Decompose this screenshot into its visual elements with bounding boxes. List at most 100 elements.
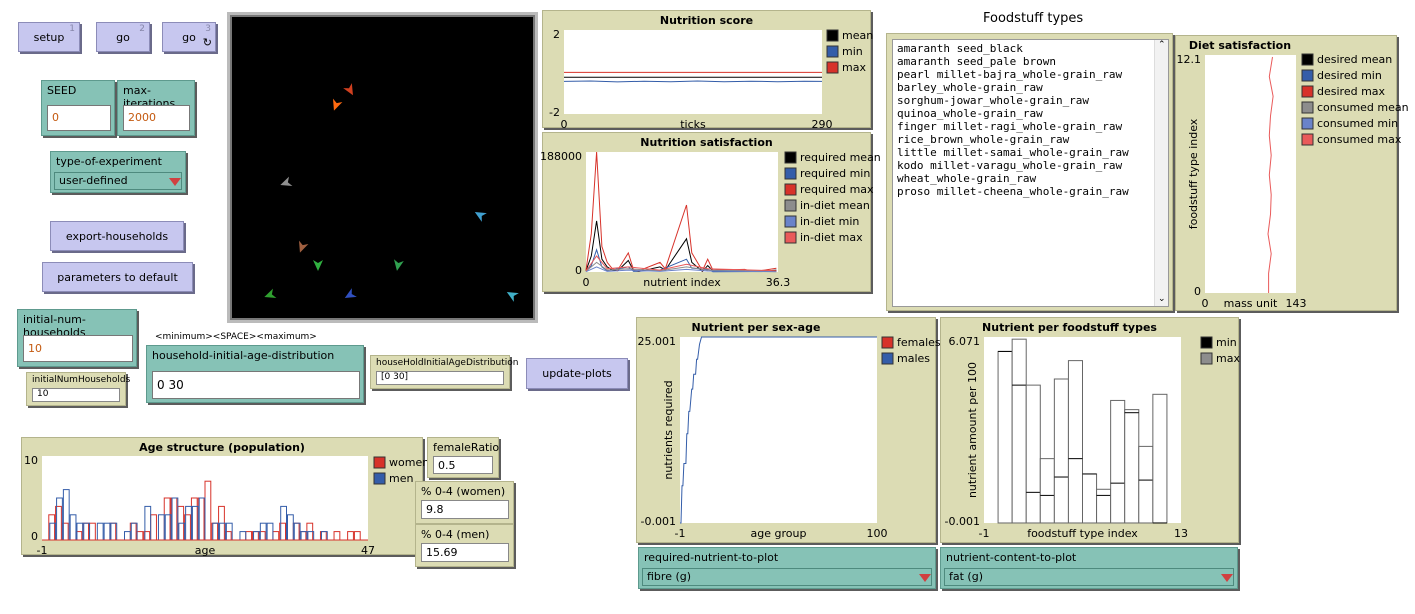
legend-swatch <box>1301 101 1314 114</box>
legend-label: women <box>389 456 429 469</box>
legend-label: males <box>897 352 930 365</box>
men-0-4-monitor: % 0-4 (men) 15.69 <box>415 524 514 567</box>
export-households-button[interactable]: export-households <box>50 221 184 251</box>
bar-max <box>1124 409 1140 524</box>
x-axis-label: age <box>195 544 216 557</box>
legend-label: min <box>842 45 863 58</box>
world-view[interactable] <box>227 12 538 323</box>
turtle-agent <box>506 292 519 302</box>
nutrition-satisfaction-title: Nutrition satisfaction <box>640 136 773 149</box>
legend-label: min <box>1216 336 1237 349</box>
x-tick-right: 100 <box>867 527 888 540</box>
men-0-4-value: 15.69 <box>421 543 509 562</box>
nutrient-per-sex-age-plot: Nutrient per sex-age 25.001 -0.001 -1 100 ag… <box>636 317 941 543</box>
nutrient-content-to-plot-chooser[interactable]: nutrient-content-to-plot fat (g) <box>940 547 1238 589</box>
series-line <box>585 255 777 272</box>
legend-label: required min <box>800 167 870 180</box>
required-nutrient-label: required-nutrient-to-plot <box>644 551 779 564</box>
nutrient-content-value[interactable]: fat (g) <box>944 568 1234 586</box>
scroll-up-icon[interactable]: ⌃ <box>1158 40 1166 50</box>
age-distribution-monitor-value: [0 30] <box>376 371 504 385</box>
go-once-label: go <box>116 30 130 44</box>
y-tick-bottom: 0 <box>1194 285 1201 298</box>
y-tick-bottom: -2 <box>549 106 560 119</box>
type-of-experiment-value[interactable]: user-defined <box>54 172 182 190</box>
type-of-experiment-text: user-defined <box>59 174 128 187</box>
household-initial-age-distribution-field[interactable]: 0 30 <box>152 371 360 399</box>
age-distribution-hint: <minimum><SPACE><maximum> <box>155 332 317 342</box>
plot-area <box>1205 55 1296 293</box>
seed-field[interactable]: 0 <box>47 105 111 131</box>
world-agents <box>264 83 519 302</box>
turtle-agent <box>333 98 343 111</box>
x-tick-right: 47 <box>361 544 375 557</box>
nutrition-score-chart: 2 -20 290 ticks mean min max <box>549 28 873 131</box>
export-households-label: export-households <box>65 229 169 243</box>
x-tick-right: 13 <box>1174 527 1188 540</box>
required-nutrient-value[interactable]: fibre (g) <box>642 568 932 586</box>
dropdown-arrow-icon <box>1221 574 1233 582</box>
nutrition-satisfaction-plot: Nutrition satisfaction 188000 0 0 36.3 nutri… <box>540 132 881 292</box>
diet-satisfaction-chart: 12.1 00 143 mass unit foodstuff type index de… <box>1177 53 1409 310</box>
update-plots-button[interactable]: update-plots <box>526 358 628 389</box>
x-axis-label: nutrient index <box>643 276 721 289</box>
x-tick-right: 290 <box>812 118 833 131</box>
legend-label: desired max <box>1317 85 1386 98</box>
bar-max <box>1096 488 1112 524</box>
foodstuff-scrollbar[interactable]: ⌃ ⌄ <box>1154 40 1168 306</box>
series-line <box>1267 56 1274 293</box>
foodstuff-item: wheat_whole-grain_raw <box>897 172 1037 185</box>
series-line <box>563 80 823 83</box>
y-axis-label: nutrients required <box>662 380 675 479</box>
legend-swatch <box>881 352 894 365</box>
legend-label: max <box>1216 352 1240 365</box>
legend-label: consumed mean <box>1317 101 1409 114</box>
seed-input[interactable]: SEED 0 <box>41 80 115 136</box>
bar-max <box>1067 360 1084 524</box>
initial-num-households-input[interactable]: initial-num-households 10 <box>17 309 137 367</box>
go-once-button[interactable]: go 2 <box>96 22 150 52</box>
foodstuff-item: sorghum-jowar_whole-grain_raw <box>897 94 1090 107</box>
y-tick-top: 12.1 <box>1177 53 1202 66</box>
foodstuff-list: amaranth seed_black amaranth seed_pale br… <box>897 42 1129 198</box>
nutrient-per-foodstuff-title: Nutrient per foodstuff types <box>982 321 1157 334</box>
y-tick-bottom: -0.001 <box>641 515 676 528</box>
go-once-hotkey: 2 <box>139 24 145 34</box>
forever-arrows-icon: ↻ <box>202 36 212 49</box>
scroll-down-icon[interactable]: ⌄ <box>1158 294 1166 304</box>
parameters-to-default-button[interactable]: parameters to default <box>42 262 193 292</box>
legend-swatch <box>1301 69 1314 82</box>
legend-swatch <box>826 29 839 42</box>
nutrient-per-sex-age-chart: 25.001 -0.001-1 100 age group nutrients requ… <box>638 335 941 540</box>
legend-swatch <box>784 183 797 196</box>
y-tick-bottom: 0 <box>31 530 38 543</box>
max-iterations-field[interactable]: 2000 <box>123 105 190 131</box>
diet-satisfaction-title: Diet satisfaction <box>1188 39 1292 52</box>
turtle-agent <box>344 288 357 298</box>
max-iterations-input[interactable]: max-iterations 2000 <box>117 80 195 136</box>
legend-swatch <box>1200 336 1213 349</box>
x-tick-left: 0 <box>1202 297 1209 310</box>
nutrient-content-label: nutrient-content-to-plot <box>946 551 1077 564</box>
go-forever-button[interactable]: go 3 ↻ <box>162 22 216 52</box>
foodstuff-list-box[interactable]: amaranth seed_black amaranth seed_pale br… <box>892 39 1169 307</box>
y-tick-bottom: -0.001 <box>945 515 980 528</box>
female-ratio-value: 0.5 <box>433 456 493 474</box>
initial-num-households-monitor-label: initialNumHouseholds <box>32 375 131 385</box>
x-tick-right: 143 <box>1286 297 1307 310</box>
x-tick-left: 0 <box>583 276 590 289</box>
legend-swatch <box>1200 352 1213 365</box>
bar-max <box>1025 384 1041 524</box>
turtle-agent <box>264 288 277 298</box>
initial-num-households-field[interactable]: 10 <box>23 335 133 362</box>
household-initial-age-distribution-input[interactable]: household-initial-age-distribution 0 30 <box>146 345 364 403</box>
legend-label: females <box>897 336 941 349</box>
type-of-experiment-chooser[interactable]: type-of-experiment user-defined <box>50 151 186 193</box>
nutrient-per-sex-age-title: Nutrient per sex-age <box>691 321 821 334</box>
setup-button[interactable]: setup 1 <box>18 22 80 52</box>
nutrition-score-plot: Nutrition score 2 -2 0 290 ticks mean min max <box>542 10 873 131</box>
type-of-experiment-label: type-of-experiment <box>56 155 162 168</box>
required-nutrient-to-plot-chooser[interactable]: required-nutrient-to-plot fibre (g) <box>638 547 936 589</box>
legend-label: required max <box>800 183 874 196</box>
foodstuff-types-title: Foodstuff types <box>983 11 1084 26</box>
